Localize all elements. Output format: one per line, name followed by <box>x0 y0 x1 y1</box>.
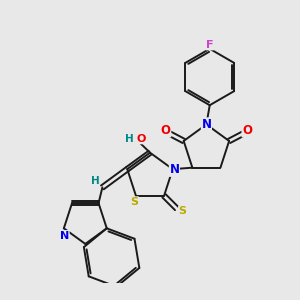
Text: F: F <box>206 40 214 50</box>
Text: S: S <box>178 206 187 216</box>
Text: O: O <box>161 124 171 137</box>
Text: H: H <box>91 176 100 186</box>
Text: O: O <box>136 134 146 144</box>
Text: H: H <box>125 134 134 144</box>
Text: O: O <box>242 124 252 137</box>
Text: N: N <box>201 118 212 131</box>
Text: N: N <box>169 163 179 176</box>
Text: N: N <box>60 231 69 241</box>
Text: S: S <box>130 197 138 207</box>
